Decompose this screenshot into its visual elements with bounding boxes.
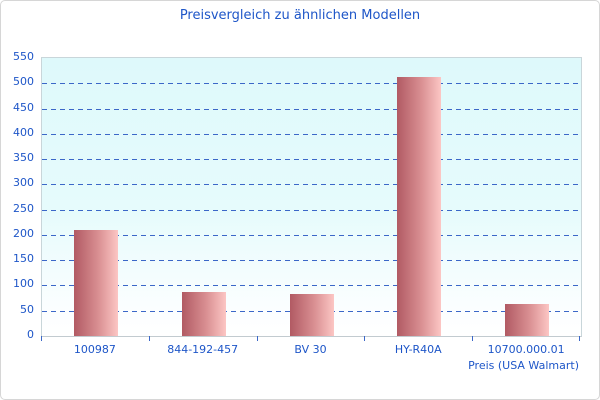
y-axis-label: 400 <box>13 125 34 139</box>
x-axis-label: HY-R40A <box>394 343 442 356</box>
chart-title: Preisvergleich zu ähnlichen Modellen <box>179 8 421 23</box>
y-axis-label: 0 <box>27 328 34 341</box>
bar-844-192-457 <box>181 291 226 336</box>
y-axis-label: 500 <box>13 75 34 89</box>
x-axis-label: 10700.000.01 <box>487 343 565 356</box>
y-axis-label: 450 <box>13 100 34 114</box>
gridline <box>42 159 581 161</box>
bar-10700.000.01 <box>505 303 550 336</box>
x-axis-label: BV 30 <box>294 343 327 356</box>
y-axis: 0 50 100 150 200 250 300 350 400 450 500 550 <box>1 50 34 341</box>
gridline <box>42 234 581 236</box>
gridline <box>42 83 581 85</box>
bar-BV 30 <box>289 294 334 336</box>
x-tick <box>472 336 474 341</box>
x-tick <box>579 336 580 341</box>
x-tick <box>364 336 366 341</box>
x-tick <box>256 336 258 341</box>
y-axis-label: 250 <box>13 201 34 215</box>
x-axis-label: 844-192-457 <box>167 343 239 356</box>
x-tick <box>148 336 150 341</box>
y-axis-label: 300 <box>13 176 34 190</box>
x-tick <box>41 336 42 341</box>
x-axis-ticks <box>41 336 580 341</box>
gridline <box>42 133 581 135</box>
gridline <box>42 285 581 287</box>
y-axis-label: 150 <box>13 252 34 266</box>
y-axis-label: 100 <box>13 277 34 291</box>
y-axis-label: 200 <box>13 226 34 240</box>
y-axis-label: 550 <box>13 50 34 63</box>
x-axis-labels: 100987 844-192-457 BV 30 HY-R40A 10700.000.0… <box>41 343 580 357</box>
gridline <box>42 184 581 186</box>
x-axis-title: Preis (USA Walmart) <box>468 359 579 372</box>
gridline <box>42 108 581 110</box>
x-axis-label: 100987 <box>73 343 116 356</box>
gridline <box>42 260 581 262</box>
bar-100987 <box>73 229 118 336</box>
gridline <box>42 209 581 211</box>
bar-HY-R40A <box>397 77 442 336</box>
y-axis-label: 50 <box>20 302 34 316</box>
y-axis-label: 350 <box>13 151 34 165</box>
plot-area <box>41 57 582 337</box>
